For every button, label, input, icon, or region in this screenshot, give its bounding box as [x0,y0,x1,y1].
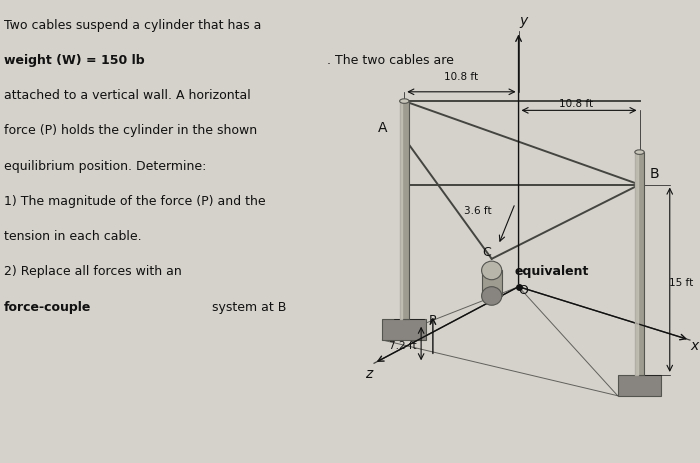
Text: 3.6 ft: 3.6 ft [464,206,492,216]
Text: 1) The magnitude of the force (P) and the: 1) The magnitude of the force (P) and th… [4,194,265,207]
Text: y: y [519,14,528,28]
Text: O: O [519,283,528,296]
Text: . The two cables are: . The two cables are [328,54,454,67]
Text: force-couple: force-couple [4,300,91,313]
Ellipse shape [635,150,644,155]
Text: attached to a vertical wall. A horizontal: attached to a vertical wall. A horizonta… [4,89,251,102]
Text: weight (W) = 150 lb: weight (W) = 150 lb [4,54,144,67]
Text: Two cables suspend a cylinder that has a: Two cables suspend a cylinder that has a [4,19,261,31]
Bar [635,153,644,375]
Text: equivalent: equivalent [514,265,589,278]
Text: P: P [429,313,437,326]
Text: C: C [482,246,491,259]
Text: equilibrium position. Determine:: equilibrium position. Determine: [4,159,206,172]
Bar [482,271,502,296]
Text: x: x [691,338,699,352]
Text: 7.2 ft: 7.2 ft [389,340,416,350]
Bar [400,102,409,319]
Text: A: A [378,120,387,134]
Text: 10.8 ft: 10.8 ft [559,99,593,109]
Text: B: B [650,167,659,181]
Ellipse shape [482,287,502,306]
Polygon shape [617,375,661,396]
Ellipse shape [482,262,502,280]
Text: force (P) holds the cylinder in the shown: force (P) holds the cylinder in the show… [4,124,257,137]
Ellipse shape [400,100,409,104]
Text: 15 ft: 15 ft [669,277,694,288]
Text: 10.8 ft: 10.8 ft [444,71,479,81]
Text: z: z [365,366,372,380]
Polygon shape [382,319,426,340]
Text: system at B: system at B [208,300,286,313]
Text: 2) Replace all forces with an: 2) Replace all forces with an [4,265,186,278]
Text: tension in each cable.: tension in each cable. [4,230,141,243]
